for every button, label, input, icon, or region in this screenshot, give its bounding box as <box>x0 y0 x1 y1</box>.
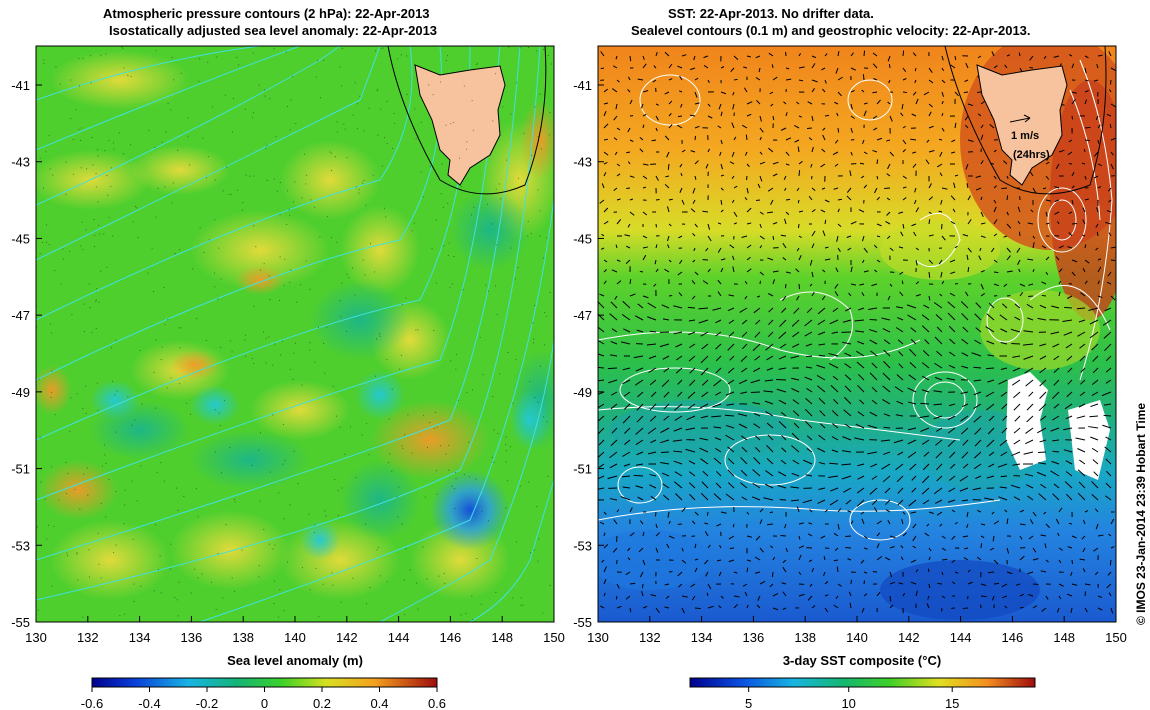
velocity-scale-note: (24hrs) <box>1013 149 1050 161</box>
x-tick-label: 140 <box>284 630 306 645</box>
left-title-line1: Atmospheric pressure contours (2 hPa): 2… <box>103 6 430 21</box>
colorbar-tick-label: 0.6 <box>428 696 446 710</box>
right-colorbar-label: 3-day SST composite (°C) <box>783 653 941 668</box>
y-tick-label: -53 <box>573 538 592 553</box>
y-tick-label: -47 <box>11 308 30 323</box>
x-tick-label: 146 <box>1002 630 1024 645</box>
y-tick-label: -51 <box>573 462 592 477</box>
y-tick-label: -53 <box>11 538 30 553</box>
x-tick-label: 146 <box>440 630 462 645</box>
y-tick-label: -55 <box>573 615 592 630</box>
colorbar-tick-label: 15 <box>945 696 959 710</box>
x-tick-label: 150 <box>543 630 565 645</box>
sea-level-anomaly-map <box>36 46 554 622</box>
x-tick-label: 142 <box>898 630 920 645</box>
anomaly-blobs <box>36 50 554 600</box>
colorbar-tick-label: 0.4 <box>370 696 388 710</box>
x-tick-label: 138 <box>232 630 254 645</box>
right-axes: 130 132 134 136 138 140 142 144 146 148 150 -41 -43 -… <box>573 78 1127 645</box>
x-tick-label: 150 <box>1105 630 1127 645</box>
colorbar-tick-label: 5 <box>745 696 752 710</box>
y-tick-label: -55 <box>11 615 30 630</box>
y-tick-label: -45 <box>11 231 30 246</box>
y-tick-label: -49 <box>11 385 30 400</box>
x-tick-label: 144 <box>388 630 410 645</box>
x-tick-label: 144 <box>950 630 972 645</box>
x-tick-label: 140 <box>846 630 868 645</box>
y-tick-label: -51 <box>11 462 30 477</box>
colorbar-tick-label: -0.6 <box>81 696 103 710</box>
right-title-line1: SST: 22-Apr-2013. No drifter data. <box>668 6 874 21</box>
colorbar-tick-label: -0.2 <box>196 696 218 710</box>
y-tick-label: -41 <box>11 78 30 93</box>
y-tick-label: -43 <box>573 155 592 170</box>
stipple-dots <box>36 46 552 622</box>
x-tick-label: 148 <box>491 630 513 645</box>
y-tick-label: -45 <box>573 231 592 246</box>
y-tick-label: -49 <box>573 385 592 400</box>
sst-colorbar <box>689 677 1036 688</box>
x-tick-label: 130 <box>587 630 609 645</box>
sealevel-contours <box>598 59 1113 541</box>
x-tick-label: 134 <box>129 630 151 645</box>
colorbar-tick-label: 0.2 <box>313 696 331 710</box>
x-tick-label: 132 <box>77 630 99 645</box>
left-axes: 130 132 134 136 138 140 142 144 146 148 150 -41 -43 -… <box>11 78 565 645</box>
right-title-line2: Sealevel contours (0.1 m) and geostrophi… <box>631 23 1031 38</box>
x-tick-label: 148 <box>1053 630 1075 645</box>
x-tick-label: 138 <box>794 630 816 645</box>
copyright-credit: © IMOS 23-Jan-2014 23:39 Hobart Time <box>1134 402 1148 625</box>
x-tick-label: 142 <box>336 630 358 645</box>
velocity-scale-label: 1 m/s <box>1011 130 1039 142</box>
y-tick-label: -47 <box>573 308 592 323</box>
y-tick-label: -43 <box>11 155 30 170</box>
cloud-gap <box>1068 400 1110 480</box>
sst-map <box>598 46 1116 622</box>
colorbar-tick-label: -0.4 <box>138 696 160 710</box>
right-colorbar-ticks: 5 10 15 <box>745 687 959 710</box>
colorbar-tick-label: 10 <box>841 696 855 710</box>
x-tick-label: 136 <box>181 630 203 645</box>
left-title-line2: Isostatically adjusted sea level anomaly… <box>109 23 438 38</box>
colorbar-tick-label: 0 <box>261 696 268 710</box>
left-colorbar-label: Sea level anomaly (m) <box>227 653 363 668</box>
pressure-contours <box>36 46 554 622</box>
velocity-scale-arrow <box>1009 117 1031 123</box>
left-colorbar-ticks: -0.6 -0.4 -0.2 0 0.2 0.4 0.6 <box>81 687 446 710</box>
x-tick-label: 136 <box>743 630 765 645</box>
velocity-arrows <box>598 50 1116 614</box>
tasmania-land <box>387 46 547 195</box>
x-tick-label: 134 <box>691 630 713 645</box>
x-tick-label: 130 <box>25 630 47 645</box>
x-tick-label: 132 <box>639 630 661 645</box>
tasmania-land-right <box>944 46 1107 195</box>
sea-level-anomaly-colorbar <box>91 677 438 688</box>
y-tick-label: -41 <box>573 78 592 93</box>
